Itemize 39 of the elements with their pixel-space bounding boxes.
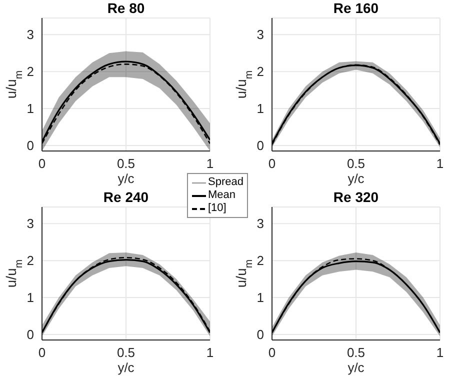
legend-label: [10] bbox=[208, 202, 226, 215]
y-tick-label: 3 bbox=[256, 216, 264, 232]
x-tick-label: 1 bbox=[206, 156, 214, 172]
x-tick-label: 0 bbox=[268, 156, 276, 172]
y-tick-label: 3 bbox=[26, 216, 34, 232]
x-tick-label: 1 bbox=[436, 156, 444, 172]
x-axis-title: y/c bbox=[118, 171, 135, 186]
legend-label: Mean bbox=[208, 189, 236, 202]
x-axis-title: y/c bbox=[348, 360, 365, 375]
x-axis-title: y/c bbox=[118, 360, 135, 375]
y-tick-label: 0 bbox=[26, 327, 34, 342]
y-tick-label: 2 bbox=[256, 64, 264, 80]
y-tick-label: 2 bbox=[26, 253, 34, 268]
y-tick-label: 3 bbox=[26, 27, 34, 42]
y-tick-label: 2 bbox=[256, 253, 264, 268]
x-tick-label: 0 bbox=[268, 345, 276, 360]
y-tick-label: 0 bbox=[256, 138, 264, 154]
y-tick-label: 2 bbox=[26, 64, 34, 80]
y-tick-label: 0 bbox=[26, 138, 34, 154]
chart-title: Re 80 bbox=[107, 0, 145, 16]
x-tick-label: 0.5 bbox=[116, 345, 136, 360]
x-axis-title: y/c bbox=[348, 171, 365, 186]
x-tick-label: 1 bbox=[436, 345, 444, 360]
chart-title: Re 240 bbox=[103, 189, 149, 205]
text: Spread bbox=[208, 176, 244, 189]
y-tick-label: 0 bbox=[256, 327, 264, 342]
y-tick-label: 1 bbox=[26, 290, 34, 306]
x-tick-label: 0.5 bbox=[346, 345, 366, 360]
y-tick-label: 1 bbox=[256, 290, 264, 306]
x-tick-label: 0 bbox=[38, 345, 46, 360]
x-tick-label: 0 bbox=[38, 156, 46, 172]
y-tick-label: 3 bbox=[256, 27, 264, 42]
y-tick-label: 1 bbox=[256, 101, 264, 116]
x-tick-label: 0.5 bbox=[116, 156, 136, 172]
x-tick-label: 0.5 bbox=[346, 156, 366, 172]
chart-title: Re 320 bbox=[333, 189, 379, 205]
x-tick-label: 1 bbox=[206, 345, 214, 360]
chart-title: Re 160 bbox=[333, 0, 379, 16]
y-tick-label: 1 bbox=[26, 101, 34, 116]
